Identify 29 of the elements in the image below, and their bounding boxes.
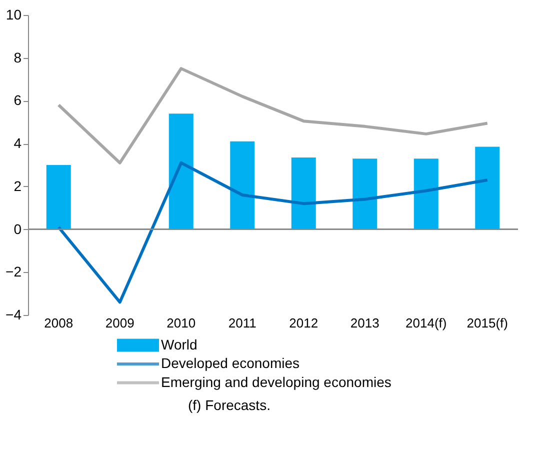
bar <box>230 141 255 230</box>
text: (f) Forecasts. <box>188 397 270 413</box>
x-tick-label: 2012 <box>289 316 318 330</box>
y-tick-label: 10 <box>6 6 22 22</box>
bar <box>414 158 438 230</box>
y-tick-label: 6 <box>14 92 22 108</box>
y-tick-label: 8 <box>14 49 22 66</box>
bar <box>168 114 194 230</box>
bar <box>475 146 500 230</box>
x-tick-label: 2009 <box>105 316 134 330</box>
line-series <box>57 161 489 304</box>
line-series <box>57 67 489 164</box>
x-tick-label: 2014(f) <box>406 316 447 330</box>
y-tick-label: −4 <box>6 306 22 322</box>
y-tick-label: 0 <box>14 220 22 237</box>
y-tick-label: 4 <box>14 135 22 152</box>
x-tick-label: 2010 <box>166 316 196 330</box>
y-tick-label: 2 <box>14 178 22 194</box>
x-tick-label: 2008 <box>44 316 74 330</box>
bar <box>46 165 71 230</box>
legend-label: Developed economies <box>161 355 300 371</box>
legend-label: Emerging and developing economies <box>161 374 392 390</box>
legend-label: World <box>161 336 198 352</box>
x-tick-label: 2013 <box>350 316 380 330</box>
y-tick-label: −2 <box>6 264 22 280</box>
x-tick-label: 2015(f) <box>466 316 508 330</box>
x-tick-label: 2011 <box>228 316 256 330</box>
bar <box>352 158 378 230</box>
bar <box>291 158 316 230</box>
